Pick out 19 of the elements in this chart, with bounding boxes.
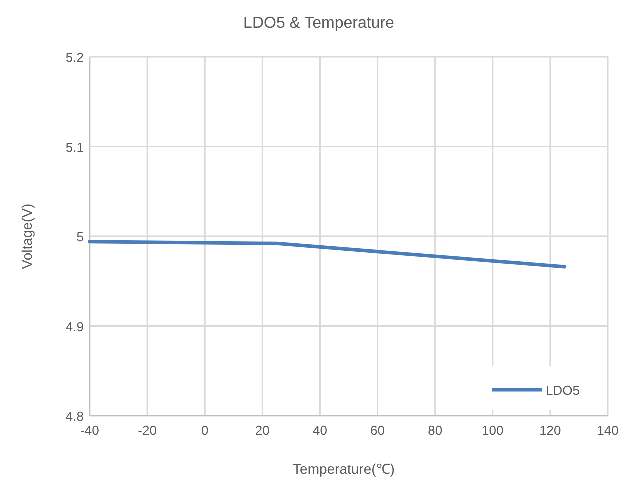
x-tick-label: 0 — [201, 423, 209, 438]
y-tick-label: 5.2 — [66, 50, 84, 65]
x-tick-label: 20 — [255, 423, 270, 438]
x-tick-label: 40 — [312, 423, 328, 438]
legend-label: LDO5 — [546, 383, 580, 398]
x-tick-label: 60 — [370, 423, 386, 438]
y-tick-label: 4.9 — [66, 319, 84, 334]
x-tick-label: 100 — [482, 423, 504, 438]
chart-title: LDO5 & Temperature — [244, 15, 395, 32]
y-tick-label: 4.8 — [66, 409, 84, 424]
y-axis-title: Voltage(V) — [19, 204, 35, 270]
x-tick-label: -20 — [138, 423, 157, 438]
x-tick-label: -40 — [80, 423, 100, 438]
y-tick-label: 5 — [76, 230, 84, 244]
x-tick-label: 80 — [428, 423, 443, 438]
x-tick-label: 120 — [540, 423, 562, 438]
x-axis-title: Temperature(℃) — [293, 461, 395, 477]
x-tick-label: 140 — [597, 423, 619, 438]
y-tick-label: 5.1 — [66, 140, 84, 155]
